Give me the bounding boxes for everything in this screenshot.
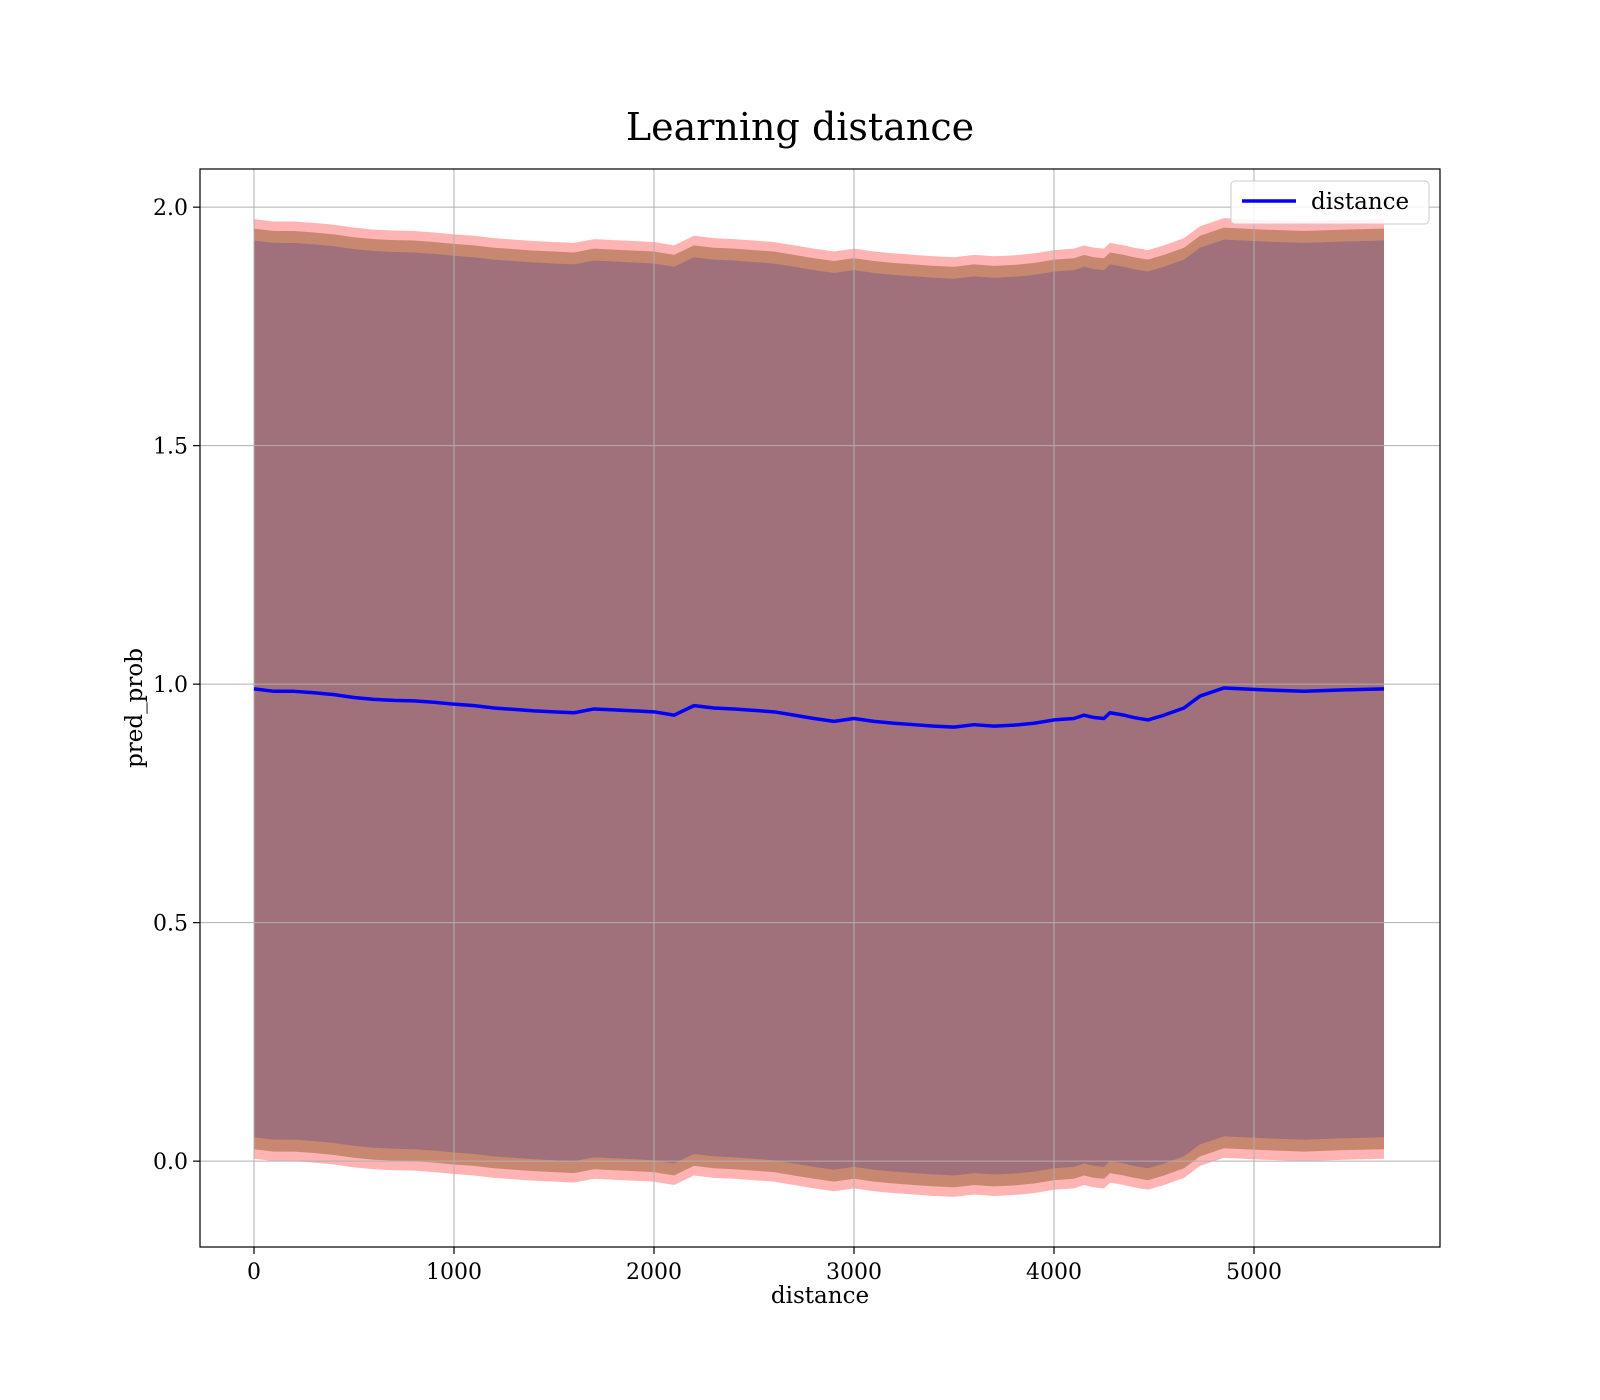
chart-title: Learning distance [626, 105, 974, 149]
confidence-bands [254, 218, 1384, 1197]
legend-box [1230, 180, 1430, 225]
x-tick-label: 0 [247, 1260, 261, 1285]
y-tick-label: 1.0 [153, 673, 188, 698]
y-tick-label: 0.0 [153, 1150, 188, 1175]
y-axis-ticks: 0.0 0.5 1.0 1.5 2.0 [153, 196, 200, 1175]
x-tick-label: 4000 [1026, 1260, 1082, 1285]
series-line-distance [253, 686, 1385, 729]
plot-frame [199, 168, 1441, 1248]
y-tick-label: 2.0 [153, 196, 188, 221]
y-tick-label: 0.5 [153, 912, 188, 937]
legend: distance [1230, 180, 1430, 225]
x-tick-label: 1000 [426, 1260, 482, 1285]
x-tick-label: 2000 [626, 1260, 682, 1285]
x-axis-label: distance [771, 1283, 869, 1309]
y-axis-label: pred_prob [122, 648, 148, 768]
series-lines [253, 686, 1385, 729]
grid [200, 169, 1440, 1247]
x-axis-ticks: 0 1000 2000 3000 4000 5000 [247, 1247, 1282, 1285]
x-tick-label: 3000 [826, 1260, 882, 1285]
legend-entry-distance: distance [1311, 189, 1409, 215]
x-tick-label: 5000 [1226, 1260, 1282, 1285]
band-inner [254, 239, 1384, 1176]
y-tick-label: 1.5 [153, 435, 188, 460]
